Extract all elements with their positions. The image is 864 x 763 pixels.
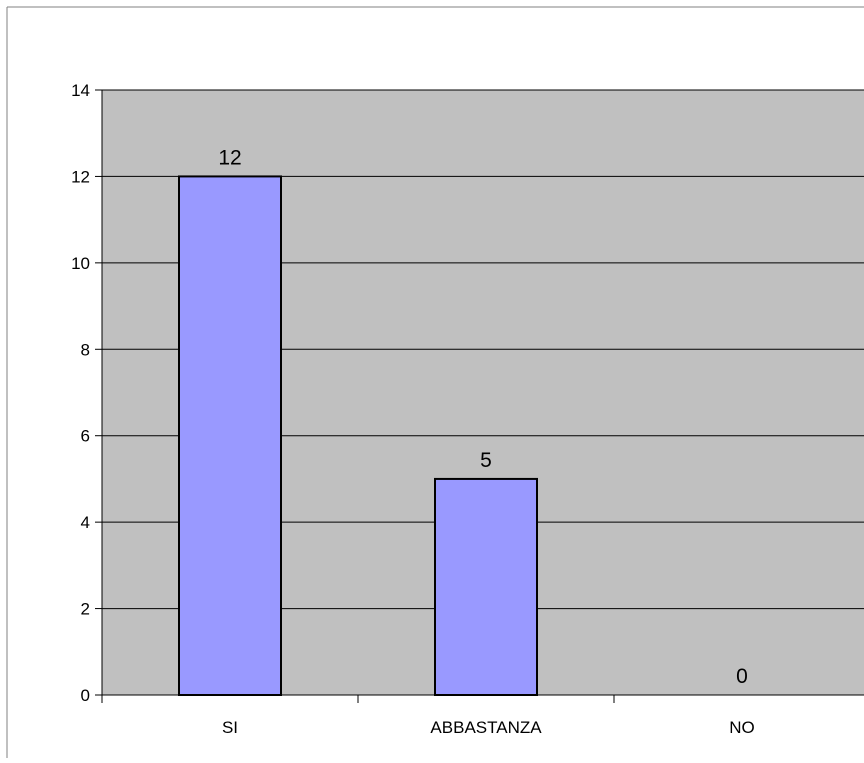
bar-si	[178, 175, 282, 696]
bars	[178, 175, 538, 696]
y-tick-label: 14	[71, 81, 90, 100]
x-category-label: NO	[729, 718, 755, 737]
x-category-labels: SI ABBASTANZA NO	[222, 718, 755, 737]
y-tick-labels: 0 2 4 6 8 10 12 14	[71, 81, 90, 705]
y-tick-label: 2	[81, 600, 90, 619]
x-category-label: ABBASTANZA	[430, 718, 542, 737]
bar-abbastanza	[434, 477, 538, 696]
y-tick-label: 8	[81, 340, 90, 359]
data-label: 0	[736, 665, 748, 688]
axes	[95, 89, 864, 703]
data-labels: 12 5 0	[218, 146, 748, 688]
y-tick-label: 10	[71, 254, 90, 273]
y-tick-label: 4	[81, 513, 90, 532]
data-label: 12	[218, 146, 241, 169]
x-category-label: SI	[222, 718, 238, 737]
y-tick-label: 0	[81, 686, 90, 705]
y-tick-label: 6	[81, 427, 90, 446]
y-tick-label: 12	[71, 167, 90, 186]
data-label: 5	[480, 449, 492, 472]
